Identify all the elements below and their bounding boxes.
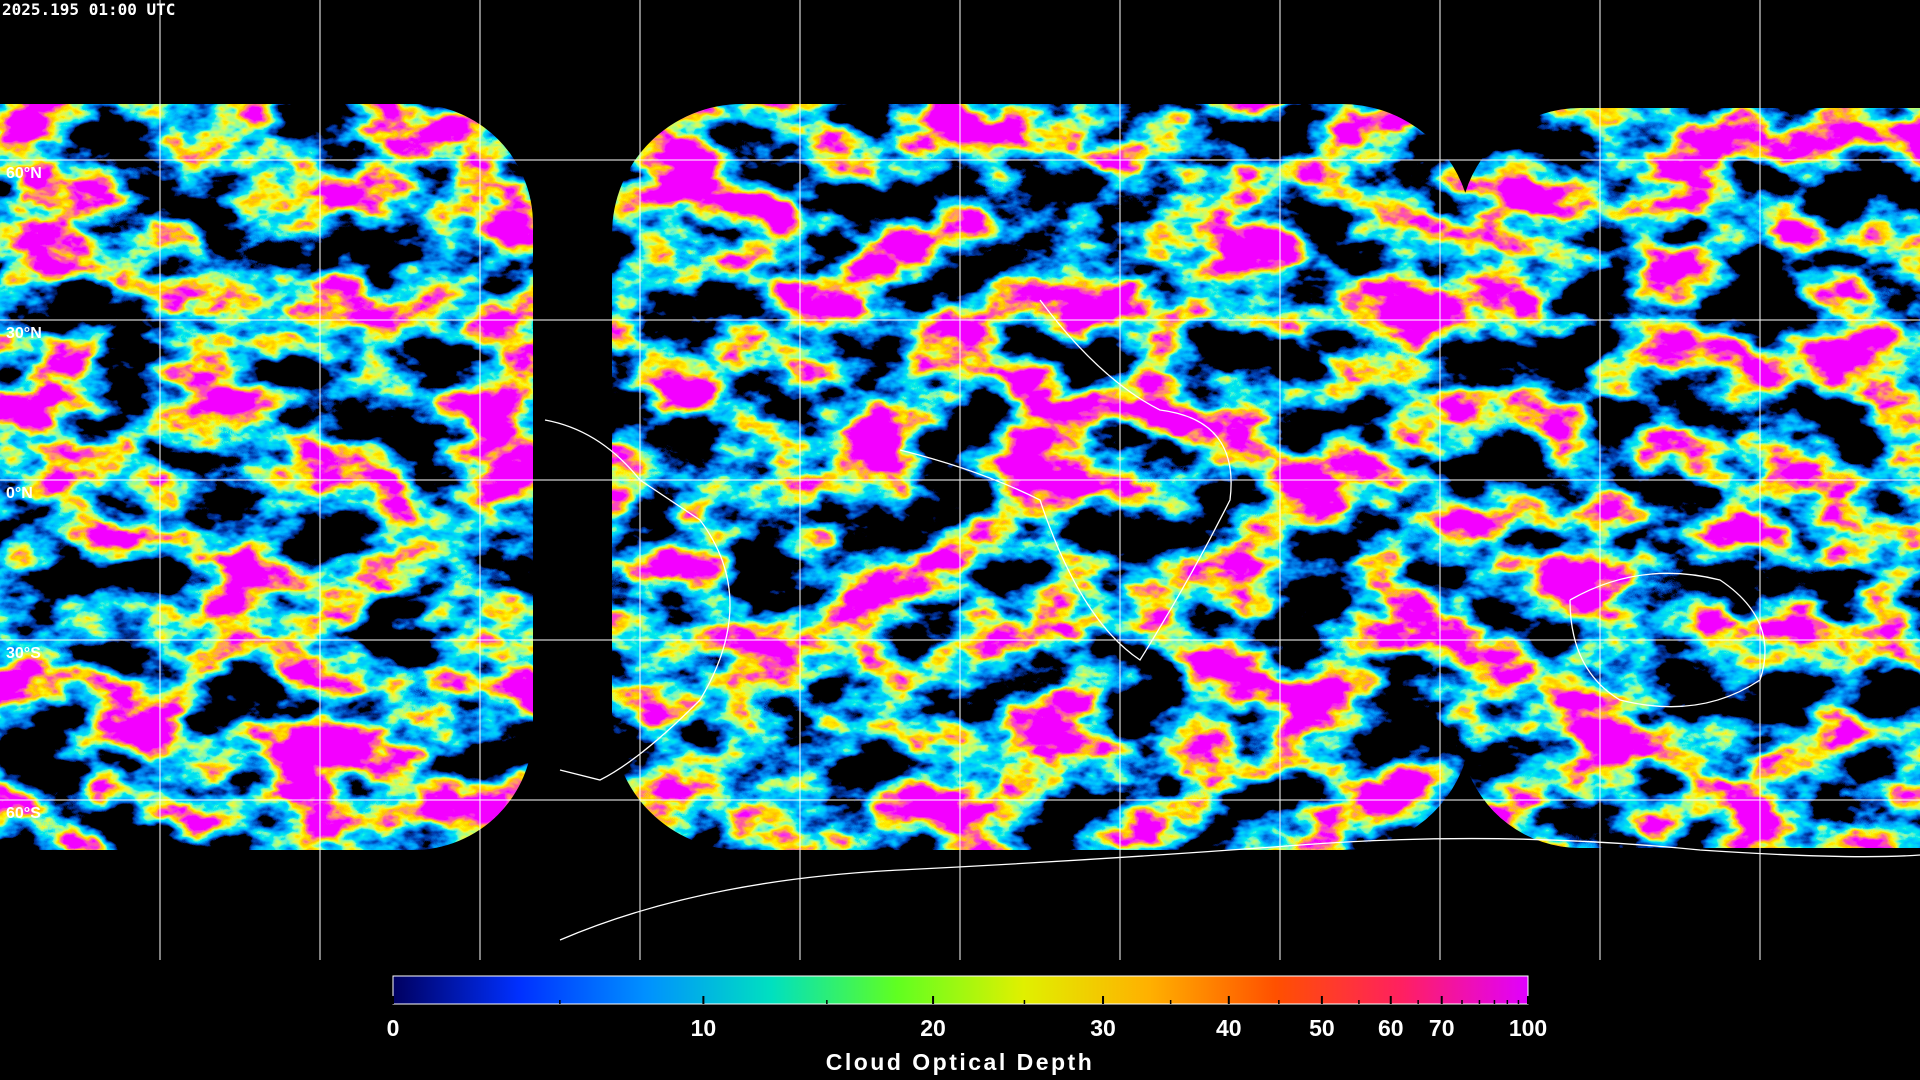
latitude-label: 30°N [6, 325, 42, 342]
africa-coast [899, 299, 1232, 661]
colorbar-tick-label: 70 [1429, 1015, 1455, 1041]
coastlines [544, 299, 1920, 941]
colorbar-tick-label: 100 [1509, 1015, 1547, 1041]
antarctica-coast [559, 837, 1920, 941]
latitude-label: 0°N [6, 485, 33, 502]
colorbar-tick-label: 0 [387, 1015, 400, 1041]
timestamp: 2025.195 01:00 UTC [2, 0, 175, 19]
south-america-coast [544, 419, 731, 781]
latitude-label: 30°S [6, 645, 41, 662]
graticule [0, 0, 1920, 960]
latitude-label: 60°N [6, 165, 42, 182]
colorbar-tick-label: 30 [1090, 1015, 1116, 1041]
colorbar [392, 975, 1529, 1005]
colorbar-tick-label: 60 [1378, 1015, 1404, 1041]
colorbar-tick-label: 20 [920, 1015, 946, 1041]
colorbar-tick-label: 40 [1216, 1015, 1242, 1041]
latitude-label: 60°S [6, 805, 41, 822]
colorbar-tick-label: 50 [1309, 1015, 1335, 1041]
colorbar-label: Cloud Optical Depth [826, 1049, 1095, 1075]
colorbar-tick-label: 10 [691, 1015, 717, 1041]
